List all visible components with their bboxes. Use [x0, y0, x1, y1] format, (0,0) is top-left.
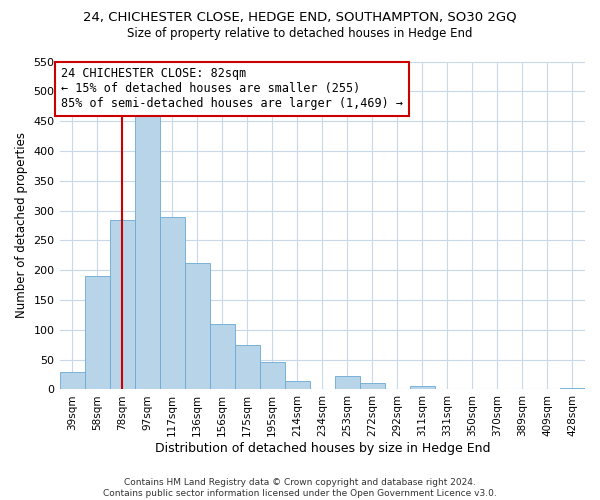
Bar	[209, 324, 235, 390]
Bar	[360, 384, 385, 390]
Bar	[110, 220, 134, 390]
Bar	[235, 346, 260, 390]
Bar	[335, 376, 360, 390]
Bar	[160, 216, 185, 390]
Bar	[85, 276, 110, 390]
Bar	[59, 372, 85, 390]
Bar	[185, 263, 209, 390]
X-axis label: Distribution of detached houses by size in Hedge End: Distribution of detached houses by size …	[155, 442, 490, 455]
Bar	[134, 116, 160, 390]
Bar	[560, 388, 585, 390]
Bar	[285, 381, 310, 390]
Text: 24, CHICHESTER CLOSE, HEDGE END, SOUTHAMPTON, SO30 2GQ: 24, CHICHESTER CLOSE, HEDGE END, SOUTHAM…	[83, 10, 517, 23]
Text: Size of property relative to detached houses in Hedge End: Size of property relative to detached ho…	[127, 28, 473, 40]
Text: Contains HM Land Registry data © Crown copyright and database right 2024.
Contai: Contains HM Land Registry data © Crown c…	[103, 478, 497, 498]
Text: 24 CHICHESTER CLOSE: 82sqm
← 15% of detached houses are smaller (255)
85% of sem: 24 CHICHESTER CLOSE: 82sqm ← 15% of deta…	[61, 68, 403, 110]
Y-axis label: Number of detached properties: Number of detached properties	[15, 132, 28, 318]
Bar	[260, 362, 285, 390]
Bar	[410, 386, 435, 390]
